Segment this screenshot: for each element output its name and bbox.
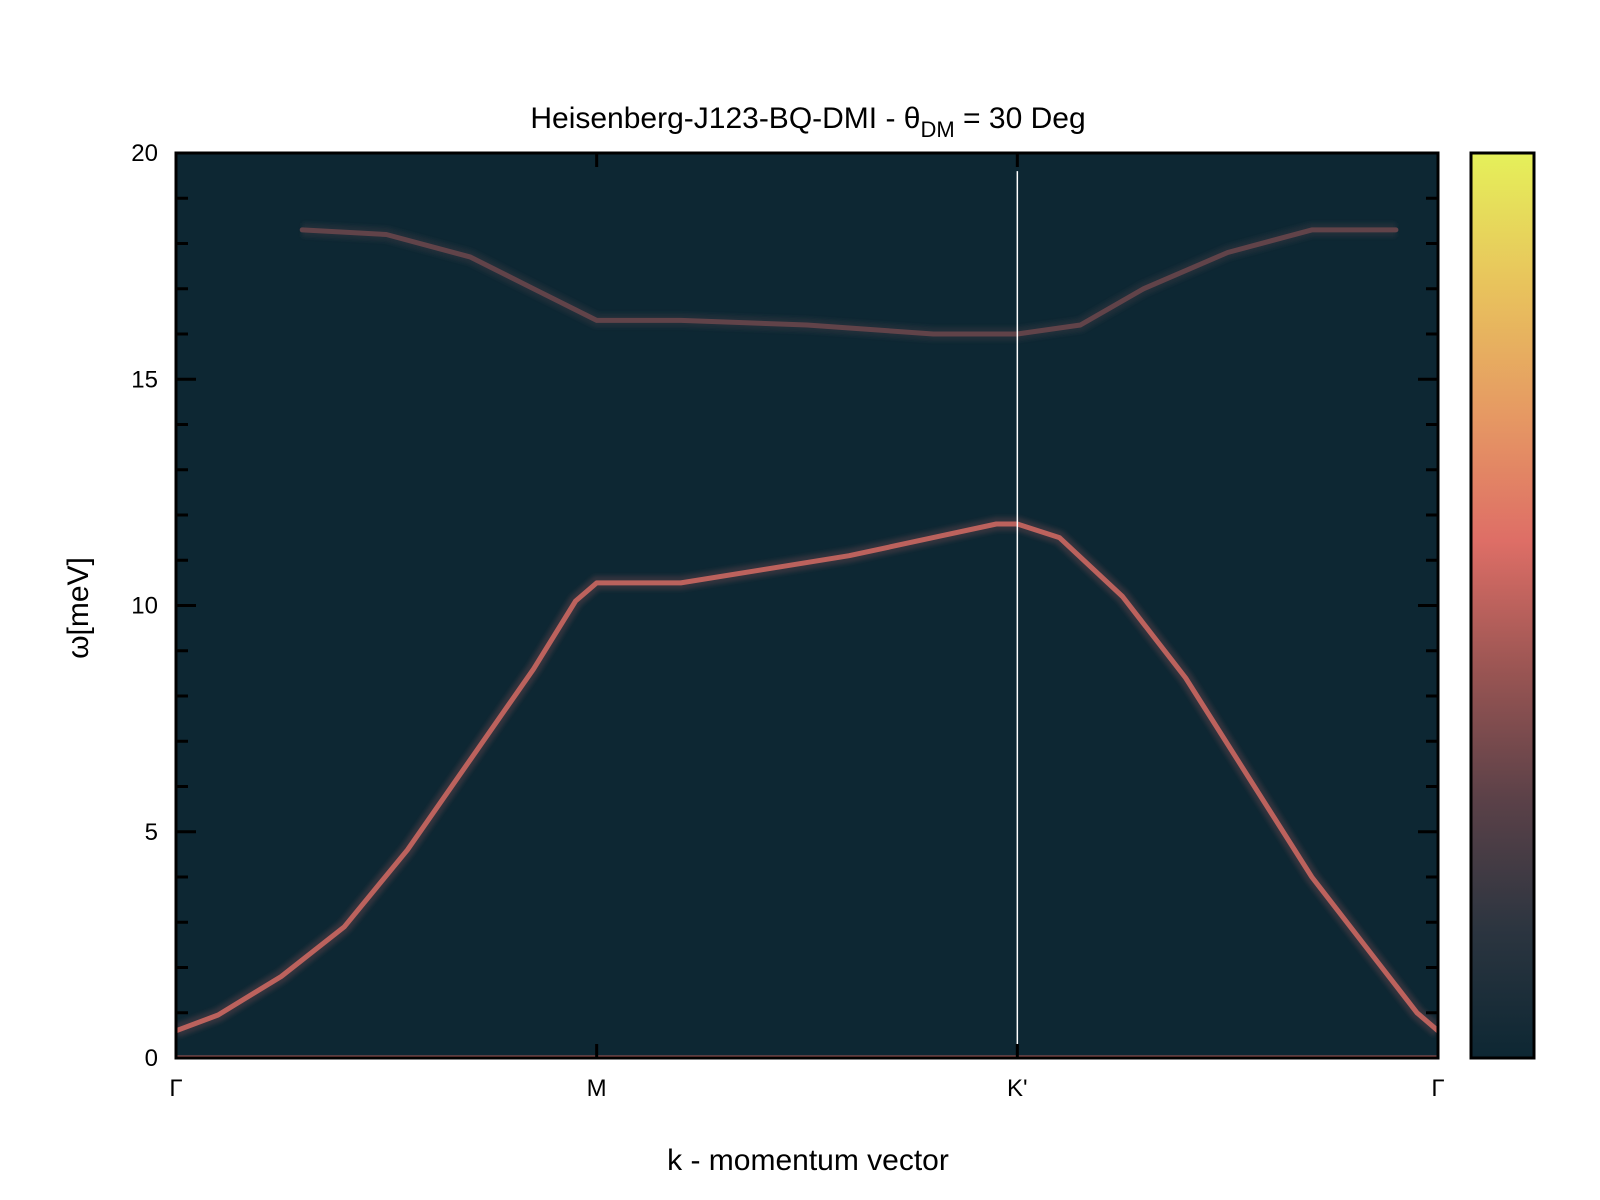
x-tick-label: K' (1007, 1075, 1028, 1102)
x-tick-label: Γ (169, 1075, 182, 1102)
y-tick-label: 0 (145, 1045, 158, 1072)
y-tick-label: 15 (131, 366, 158, 393)
branch-line (299, 227, 1399, 337)
y-tick-label: 5 (145, 819, 158, 846)
plot-area (176, 153, 1438, 1058)
y-axis-label: ω[meV] (62, 557, 95, 659)
x-tick-label: M (587, 1075, 607, 1102)
x-axis-label: k - momentum vector (667, 1144, 949, 1177)
x-tick-label: Γ (1431, 1075, 1444, 1102)
chart-title: Heisenberg-J123-BQ-DMI - θDM = 30 Deg (530, 102, 1085, 142)
x-axis: Γ M K' Γ (169, 153, 1445, 1102)
y-tick-label: 20 (131, 140, 158, 167)
y-axis: 0 5 10 15 20 (131, 140, 1438, 1072)
heatmap-layer (176, 222, 1438, 1058)
y-tick-label: 10 (131, 593, 158, 620)
branch-line (176, 521, 1438, 1034)
colorbar (1469, 151, 1536, 1060)
